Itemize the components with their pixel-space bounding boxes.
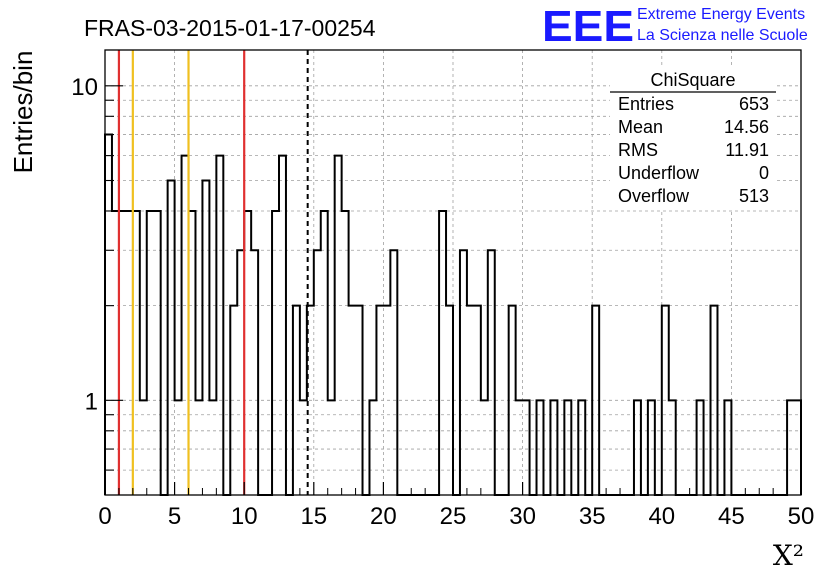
histogram-bin (279, 156, 286, 495)
histogram-bin (376, 306, 383, 495)
histogram-bin (175, 400, 182, 495)
stats-row-label: Underflow (618, 163, 700, 183)
stats-box: ChiSquare Entries 653 Mean 14.56 RMS 11.91 Und… (610, 65, 776, 210)
histogram-bin (509, 306, 516, 495)
stats-rows: Entries 653 Mean 14.56 RMS 11.91 Underflow 0 Ove… (618, 94, 769, 206)
x-tick-label: 30 (509, 503, 536, 530)
histogram-bin (439, 211, 446, 495)
histogram-bin (460, 250, 467, 495)
chart-title: FRAS-03-2015-01-17-00254 (84, 15, 376, 41)
stats-row-value: 0 (759, 163, 769, 183)
stats-row-value: 653 (739, 94, 769, 114)
histogram-bin (537, 400, 544, 495)
histogram-bin (272, 211, 279, 495)
histogram-bin (383, 306, 390, 495)
stats-box-title: ChiSquare (650, 70, 735, 90)
histogram-bin (342, 211, 349, 495)
histogram-bin (564, 400, 571, 495)
histogram-bin (578, 400, 585, 495)
histogram-bin (147, 211, 154, 495)
histogram-bin (787, 400, 794, 495)
histogram-bin (669, 400, 676, 495)
histogram-bin (321, 211, 328, 495)
x-tick-label: 35 (579, 503, 606, 530)
histogram-bin (195, 400, 202, 495)
histogram-bin (293, 306, 300, 495)
histogram-bin (711, 306, 718, 495)
histogram-bin (300, 400, 307, 495)
histogram-bin (356, 306, 363, 495)
histogram-bin (335, 156, 342, 495)
histogram-bin (634, 400, 641, 495)
histogram-bin (523, 400, 530, 495)
histogram-bin (592, 306, 599, 495)
eee-logo: EEE Extreme Energy Events La Scienza nel… (542, 2, 808, 51)
histogram-bin (697, 400, 704, 495)
reference-lines-layer (117, 50, 309, 495)
histogram-bin (474, 306, 481, 495)
histogram-bin (550, 400, 557, 495)
histogram-bin (251, 250, 258, 495)
stats-row-label: RMS (618, 140, 658, 160)
histogram-bin (467, 306, 474, 495)
x-tick-label: 5 (168, 503, 181, 530)
stats-row-value: 513 (739, 186, 769, 206)
y-axis-label: Entries/bin (8, 51, 38, 174)
x-tick-label: 45 (718, 503, 745, 530)
histogram-bin (349, 306, 356, 495)
stats-row-label: Overflow (618, 186, 690, 206)
x-tick-label: 0 (98, 503, 111, 530)
x-tick-label: 20 (370, 503, 397, 530)
histogram-outline (104, 133, 802, 496)
histogram-bin (390, 250, 397, 495)
histogram-layer (104, 133, 802, 496)
stats-row-label: Entries (618, 94, 674, 114)
histogram-bin (648, 400, 655, 495)
x-tick-label: 25 (440, 503, 467, 530)
histogram-bin (328, 400, 335, 495)
y-tick-label: 1 (85, 388, 98, 415)
histogram-bin (230, 306, 237, 495)
histogram-bin (314, 250, 321, 495)
stats-row-value: 14.56 (724, 117, 769, 137)
histogram-bin (105, 135, 112, 495)
x-axis-label: X² (773, 539, 804, 572)
axes-layer: 0 5 10 15 20 25 30 35 40 45 50 1 10 (71, 49, 815, 530)
histogram-bin (154, 211, 161, 495)
x-tick-label: 50 (788, 503, 815, 530)
histogram-bin (369, 400, 376, 495)
histogram-bin (481, 400, 488, 495)
eee-logo-mark: EEE (542, 2, 634, 51)
histogram-bin (140, 400, 147, 495)
histogram-bin (216, 156, 223, 495)
histogram-bin (662, 306, 669, 495)
histogram-bin (168, 181, 175, 495)
x-tick-label: 40 (648, 503, 675, 530)
histogram-bin (202, 181, 209, 495)
eee-logo-line2: La Scienza nelle Scuole (637, 27, 808, 44)
x-tick-label: 10 (231, 503, 258, 530)
histogram-bin (488, 250, 495, 495)
histogram-bin (794, 400, 801, 495)
stats-row-value: 11.91 (725, 140, 769, 160)
histogram-bin (446, 306, 453, 495)
histogram-bin (516, 400, 523, 495)
histogram-bin (724, 400, 731, 495)
stats-row-label: Mean (618, 117, 663, 137)
x-tick-label: 15 (300, 503, 327, 530)
y-tick-label: 10 (71, 74, 98, 101)
histogram-bin (209, 400, 216, 495)
eee-logo-line1: Extreme Energy Events (637, 6, 805, 23)
